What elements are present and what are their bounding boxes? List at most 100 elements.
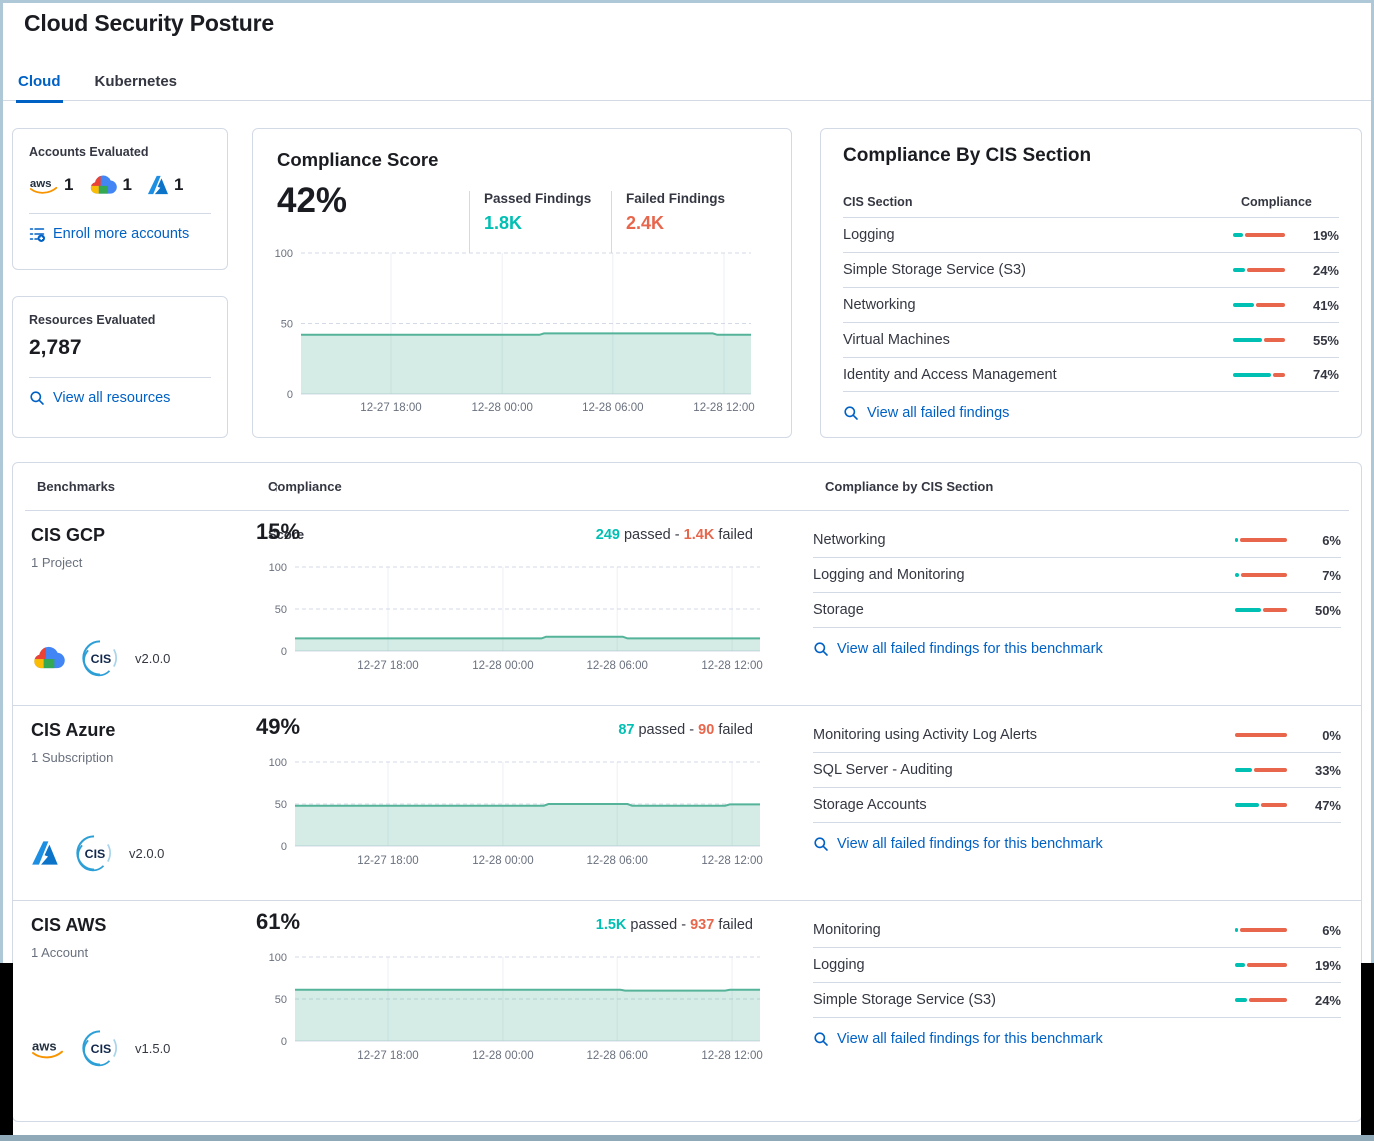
divider — [29, 213, 211, 214]
cis-row[interactable]: Logging and Monitoring 7% — [813, 558, 1341, 593]
benchmark-passed-failed: 87 passed - 90 failed — [256, 722, 753, 738]
cis-row-name: Storage Accounts — [813, 797, 927, 813]
cis-row-name: Storage — [813, 602, 864, 618]
cis-row[interactable]: Monitoring 6% — [813, 913, 1341, 948]
benchmark-scope: 1 Project — [31, 555, 83, 570]
enroll-more-accounts-link[interactable]: Enroll more accounts — [29, 226, 211, 242]
cis-row-name: Simple Storage Service (S3) — [843, 262, 1026, 278]
col-compliance-score-label: Compliance Score — [268, 479, 342, 542]
svg-text:12-28 00:00: 12-28 00:00 — [472, 1050, 533, 1062]
cis-row[interactable]: Storage 50% — [813, 593, 1341, 628]
failed-findings: Failed Findings 2.4K — [611, 191, 725, 253]
aws-icon: aws — [30, 178, 58, 194]
passed-word: passed — [623, 527, 671, 543]
benchmark-name[interactable]: CIS Azure — [31, 720, 116, 740]
svg-text:CIS: CIS — [85, 847, 106, 861]
compliance-bar — [1233, 338, 1285, 342]
passed-findings-label: Passed Findings — [484, 191, 592, 206]
azure-icon — [32, 841, 58, 865]
compliance-pct: 24% — [1314, 992, 1341, 1008]
benchmark-trend-chart: 0 50 100 12-27 18:00 12-28 00:00 12-28 06:00 1… — [269, 757, 763, 867]
tab-cloud[interactable]: Cloud — [16, 73, 63, 103]
cis-row[interactable]: Logging 19% — [843, 217, 1339, 252]
cis-row[interactable]: Virtual Machines 55% — [843, 322, 1339, 357]
view-all-failed-findings-link[interactable]: View all failed findings — [843, 405, 1009, 421]
benchmark-trend-chart: 0 50 100 12-27 18:00 12-28 00:00 12-28 06:00 1… — [269, 562, 763, 672]
cis-row[interactable]: Logging 19% — [813, 948, 1341, 983]
cis-row[interactable]: Simple Storage Service (S3) 24% — [843, 252, 1339, 287]
benchmark-link-label: View all failed findings for this benchm… — [837, 836, 1103, 852]
cis-row-name: Logging — [843, 227, 895, 243]
search-icon — [814, 642, 828, 656]
benchmark-name[interactable]: CIS GCP — [31, 525, 106, 545]
svg-text:12-27 18:00: 12-27 18:00 — [357, 660, 418, 672]
view-benchmark-failed-findings-link[interactable]: View all failed findings for this benchm… — [813, 1031, 1341, 1047]
compliance-bar — [1233, 303, 1285, 307]
compliance-pct: 0% — [1322, 727, 1341, 743]
resources-card-title: Resources Evaluated — [29, 313, 156, 327]
cis-row-name: Virtual Machines — [843, 332, 950, 348]
failed-word: failed — [718, 917, 753, 933]
benchmark-scope: 1 Account — [31, 945, 89, 960]
compliance-pct: 74% — [1312, 367, 1339, 382]
benchmark-logos: CIS v2.0.0 — [31, 834, 164, 872]
desktop-background-left — [0, 963, 13, 1135]
benchmark-cis-sections: Networking 6% Logging and Monitoring 7% … — [813, 523, 1341, 657]
svg-text:12-28 06:00: 12-28 06:00 — [587, 855, 648, 867]
cis-logo-icon: CIS — [76, 835, 111, 872]
search-icon — [814, 837, 828, 851]
tab-bar: Cloud Kubernetes — [16, 73, 179, 103]
benchmark-link-label: View all failed findings for this benchm… — [837, 1031, 1103, 1047]
tab-bar-divider — [3, 100, 1371, 101]
svg-text:aws: aws — [32, 1038, 57, 1053]
passed-count: 249 — [595, 527, 620, 543]
compliance-bar — [1235, 538, 1287, 542]
compliance-bar — [1233, 372, 1285, 377]
compliance-score-title: Compliance Score — [277, 149, 439, 170]
compliance-bar — [1235, 998, 1287, 1002]
view-benchmark-failed-findings-link[interactable]: View all failed findings for this benchm… — [813, 836, 1341, 852]
cis-row[interactable]: Simple Storage Service (S3) 24% — [813, 983, 1341, 1018]
compliance-bar — [1235, 928, 1287, 932]
benchmark-score: 61% — [256, 909, 301, 934]
enroll-link-label: Enroll more accounts — [53, 226, 190, 242]
cis-row[interactable]: Monitoring using Activity Log Alerts 0% — [813, 718, 1341, 753]
cis-row-name: Identity and Access Management — [843, 366, 1057, 383]
benchmark-scope: 1 Subscription — [31, 750, 114, 765]
svg-text:50: 50 — [275, 799, 287, 811]
view-benchmark-failed-findings-link[interactable]: View all failed findings for this benchm… — [813, 641, 1341, 657]
cis-logo-icon: CIS — [82, 1030, 117, 1067]
passed-findings-value[interactable]: 1.8K — [484, 213, 523, 233]
cis-row-name: Simple Storage Service (S3) — [813, 992, 996, 1008]
provider-counts: aws 1 1 1 — [29, 170, 211, 200]
cis-row[interactable]: Networking 41% — [843, 287, 1339, 322]
divider — [29, 377, 211, 378]
compliance-pct: 6% — [1322, 922, 1341, 938]
cis-row[interactable]: SQL Server - Auditing 33% — [813, 753, 1341, 788]
cis-row-name: Logging and Monitoring — [813, 567, 965, 583]
cis-row[interactable]: Identity and Access Management 74% — [843, 357, 1339, 392]
benchmark-trend-chart: 0 50 100 12-27 18:00 12-28 00:00 12-28 06:00 1… — [269, 952, 763, 1062]
svg-text:aws: aws — [30, 178, 52, 190]
azure-account-count: 1 — [147, 174, 183, 196]
benchmarks-table-card: Benchmarks Compliance Score ↑ Compliance … — [12, 462, 1362, 1122]
benchmark-passed-failed: 1.5K passed - 937 failed — [256, 917, 753, 933]
failed-word: failed — [718, 527, 753, 543]
compliance-pct: 19% — [1312, 227, 1339, 243]
separator: - — [681, 917, 687, 933]
benchmark-name[interactable]: CIS AWS — [31, 915, 107, 935]
cis-row[interactable]: Storage Accounts 47% — [813, 788, 1341, 823]
svg-text:CIS: CIS — [91, 1042, 112, 1056]
compliance-pct: 7% — [1322, 567, 1341, 583]
view-all-resources-link[interactable]: View all resources — [29, 390, 211, 406]
failed-findings-value[interactable]: 2.4K — [626, 213, 665, 233]
cis-row[interactable]: Networking 6% — [813, 523, 1341, 558]
accounts-card-title: Accounts Evaluated — [29, 145, 149, 159]
col-compliance: Compliance — [1241, 195, 1312, 209]
passed-count: 1.5K — [595, 917, 627, 933]
search-icon — [814, 1032, 828, 1046]
benchmark-version: v1.5.0 — [135, 1040, 171, 1056]
svg-text:50: 50 — [275, 604, 287, 616]
sort-ascending-icon: ↑ — [273, 479, 280, 494]
tab-kubernetes[interactable]: Kubernetes — [94, 73, 178, 90]
